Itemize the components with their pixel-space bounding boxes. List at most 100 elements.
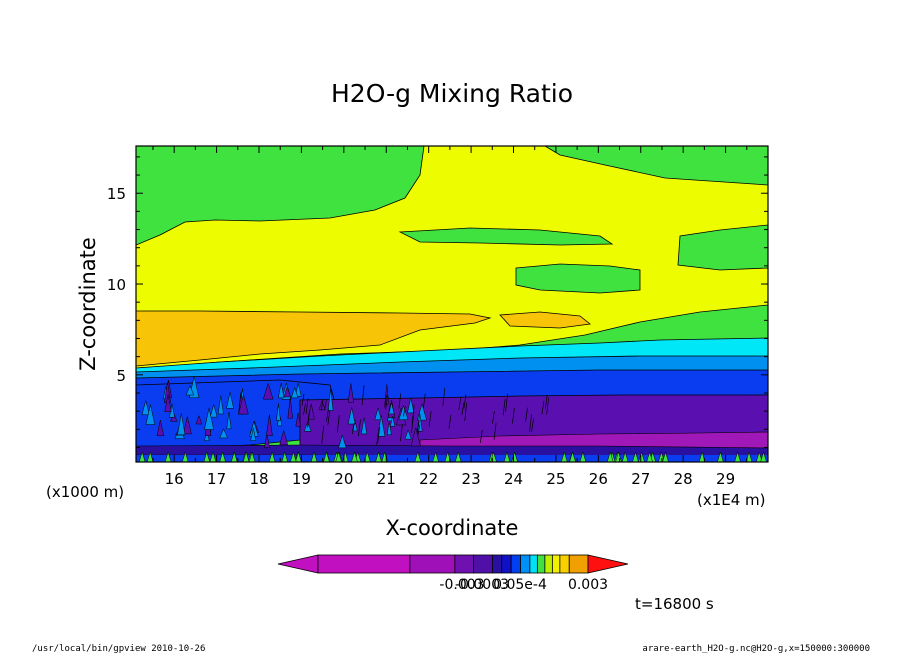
- surface-spike: [432, 451, 439, 462]
- noise-spike: [145, 404, 156, 425]
- surface-spike: [310, 451, 318, 462]
- plot-frame: [135, 145, 769, 463]
- x-tick-label: 25: [546, 470, 565, 488]
- noise-spike: [327, 388, 334, 411]
- x-tick-label: 16: [165, 470, 184, 488]
- noise-line: [352, 423, 355, 435]
- noise-line: [376, 434, 379, 446]
- noise-spike: [374, 407, 382, 421]
- colorbar-segment: [544, 554, 553, 574]
- surface-spike: [561, 451, 568, 462]
- noise-line: [458, 397, 462, 410]
- colorbar-segment: [454, 554, 475, 574]
- noise-spike: [156, 419, 165, 437]
- noise-spike: [141, 399, 150, 416]
- noise-spike: [195, 414, 203, 425]
- noise-spike: [398, 404, 409, 420]
- colorbar-segment: [568, 554, 589, 574]
- surface-spike: [414, 451, 422, 462]
- surface-spike: [230, 451, 238, 462]
- noise-spike: [226, 411, 232, 430]
- noise-line: [307, 410, 310, 428]
- noise-line: [411, 415, 414, 434]
- surface-spike: [146, 451, 154, 462]
- noise-line: [422, 393, 426, 409]
- surface-spike: [734, 451, 741, 462]
- surface-spike: [182, 451, 189, 462]
- surface-spike: [755, 451, 763, 462]
- surface-spike: [242, 451, 250, 462]
- noise-line: [525, 407, 528, 422]
- colorbar-segment: [491, 554, 503, 574]
- noise-line: [492, 411, 495, 424]
- surface-spike: [662, 451, 669, 462]
- noise-line: [417, 424, 421, 436]
- noise-spike: [347, 407, 356, 425]
- noise-line: [531, 418, 534, 432]
- colorbar-segment: [409, 554, 456, 574]
- surface-spike: [698, 451, 706, 462]
- noise-line: [541, 401, 545, 415]
- y-tick-label: 15: [107, 185, 126, 203]
- noise-spike: [410, 427, 421, 447]
- noise-spike: [407, 397, 415, 414]
- green-island: [515, 263, 641, 294]
- green-island: [398, 227, 614, 246]
- colorbar-segment: [473, 554, 493, 574]
- surface-spike: [760, 451, 767, 462]
- x-tick-label: 18: [249, 470, 268, 488]
- noise-line: [448, 415, 452, 429]
- colorbar-label: -0.003: [439, 577, 484, 593]
- surface-spike: [290, 451, 297, 462]
- x-tick-label: 17: [207, 470, 226, 488]
- orange-patch: [499, 311, 591, 329]
- colorbar-arrow-left: [277, 554, 319, 574]
- surface-spike: [569, 451, 576, 462]
- noise-spike: [360, 417, 368, 435]
- noise-line: [529, 414, 532, 432]
- surface-spike: [295, 451, 302, 462]
- surface-spike: [717, 451, 724, 462]
- surface-spike: [375, 451, 382, 462]
- noise-line: [493, 423, 497, 440]
- x-tick-label: 21: [377, 470, 396, 488]
- noise-spike: [204, 431, 210, 441]
- noise-spike: [338, 434, 347, 449]
- x-unit-left: (x1000 m): [46, 483, 124, 501]
- surface-spike: [579, 451, 587, 462]
- noise-line: [385, 396, 388, 410]
- bottom-strip: [136, 455, 768, 462]
- noise-spike: [204, 408, 215, 430]
- noise-spike: [404, 429, 412, 440]
- noise-spike: [276, 403, 281, 421]
- noise-line: [326, 408, 329, 422]
- noise-spike: [287, 397, 293, 419]
- x-tick-label: 27: [631, 470, 650, 488]
- noise-line: [398, 393, 402, 409]
- dark-stripe: [136, 444, 768, 457]
- noise-line: [411, 404, 415, 424]
- surface-spike: [164, 451, 172, 462]
- surface-spike: [268, 451, 276, 462]
- surface-spike: [323, 451, 330, 462]
- surface-spike: [209, 451, 217, 462]
- surface-spike: [632, 451, 639, 462]
- noise-line: [403, 406, 406, 417]
- x-tick-label: 22: [419, 470, 438, 488]
- noise-spike: [290, 386, 299, 399]
- noise-line: [512, 408, 515, 424]
- noise-line: [502, 399, 506, 416]
- y-tick-label: 5: [116, 367, 126, 385]
- x-tick-label: 23: [462, 470, 481, 488]
- footer-left: /usr/local/bin/gpview 2010-10-26: [32, 644, 205, 654]
- colorbar-segment: [559, 554, 570, 574]
- noise-line: [358, 419, 361, 437]
- noise-spike: [264, 433, 270, 448]
- surface-spike: [444, 451, 452, 462]
- surface-spike: [281, 451, 289, 462]
- x-tick-label: 26: [589, 470, 608, 488]
- noise-line: [544, 394, 548, 409]
- noise-spike: [295, 412, 301, 427]
- surface-spike: [248, 451, 256, 462]
- noise-line: [428, 410, 432, 427]
